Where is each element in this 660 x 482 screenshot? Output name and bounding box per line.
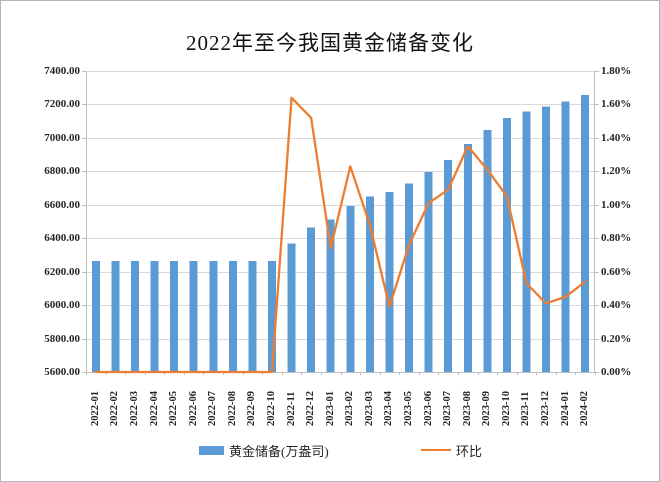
x-axis-tick-label: 2023-04 [383,391,395,426]
right-axis-tick-label: 1.20% [601,165,632,178]
gold-reserve-bar [307,227,316,372]
gold-reserve-bar [287,243,296,372]
gold-reserve-bar [150,260,159,372]
gold-reserve-bar [248,260,257,372]
gold-reserve-bar [502,117,511,372]
right-axis-tick-label: 0.20% [601,332,632,345]
x-axis-tick-label: 2022-01 [89,391,101,426]
plot-area [82,71,599,375]
gold-reserve-bar [542,106,551,372]
gold-reserve-bar [326,219,335,372]
gold-reserve-bar [170,260,179,372]
left-axis-tick-label: 6800.00 [44,165,80,178]
legend-item-mom-change: 环比 [421,442,483,459]
x-axis-tick-label: 2023-05 [403,391,415,426]
gold-reserve-bar [522,111,531,372]
x-axis-tick-label: 2022-03 [128,391,140,426]
x-axis-tick-label: 2023-03 [363,391,375,426]
gold-reserve-bar [228,260,237,372]
legend-item-gold-reserve: 黄金储备(万盎司) [199,442,329,459]
gold-reserve-bar [385,192,394,372]
x-axis-tick-label: 2022-11 [285,391,297,426]
gold-reserve-bar [189,260,198,372]
x-axis-tick-label: 2022-09 [246,391,258,426]
gold-reserve-bar [424,172,433,372]
gold-reserve-bar [209,260,218,372]
right-axis-tick-label: 0.60% [601,265,632,278]
left-axis-tick-label: 5600.00 [44,366,80,378]
x-axis-tick-label: 2023-12 [540,391,552,426]
gold-reserve-bar [581,94,590,372]
x-axis-tick-label: 2022-12 [305,391,317,426]
x-axis-tick-label: 2023-07 [442,391,454,426]
x-axis-tick-label: 2023-02 [344,391,356,426]
legend-line-swatch [421,448,451,452]
mom-change-line [94,96,587,374]
x-axis-tick-label: 2024-01 [559,391,571,426]
legend-bar-swatch [199,445,224,455]
left-axis-tick-label: 7000.00 [44,131,80,144]
x-axis-tick-label: 2022-10 [265,391,277,426]
x-axis-tick-label: 2023-10 [500,391,512,426]
gold-reserve-bar [111,260,120,372]
right-axis-tick-label: 1.00% [601,198,632,211]
legend-bar-label: 黄金储备(万盎司) [229,443,329,459]
gold-reserve-bar [346,206,355,372]
legend: 黄金储备(万盎司) 环比 [1,442,659,460]
gold-reserve-bar [365,196,374,372]
gold-reserve-bar [405,183,414,372]
gold-reserve-bar [91,260,100,372]
gold-reserve-bar [444,159,453,372]
x-axis-tick-label: 2023-01 [324,391,336,426]
x-axis-tick-label: 2022-06 [187,391,199,426]
gold-reserve-bar [267,260,276,372]
right-axis-tick-label: 1.40% [601,131,632,144]
chart-title: 2022年至今我国黄金储备变化 [186,31,474,55]
x-axis-tick-label: 2023-09 [481,391,493,426]
x-axis-tick-label: 2022-07 [207,391,219,426]
left-axis-tick-label: 6600.00 [44,198,80,211]
left-axis-tick-label: 6000.00 [44,299,80,312]
gold-reserve-bar [483,130,492,372]
legend-line-label: 环比 [456,443,483,459]
gold-reserve-bar [130,260,139,372]
right-axis-tick-label: 0.00% [601,366,632,378]
x-axis-tick-label: 2022-02 [109,391,121,426]
x-axis-tick-label: 2022-04 [148,391,160,426]
right-axis-tick-label: 0.80% [601,232,632,245]
x-axis-tick-label: 2023-11 [520,391,532,426]
left-axis-tick-label: 6400.00 [44,232,80,245]
left-axis-tick-label: 5800.00 [44,332,80,345]
gold-reserve-bar [561,101,570,372]
right-axis-tick-label: 0.40% [601,299,632,312]
left-axis-tick-label: 7400.00 [44,65,80,77]
left-axis-tick-label: 6200.00 [44,265,80,278]
left-axis-tick-label: 7200.00 [44,98,80,111]
gold-reserve-bar [463,144,472,372]
x-axis-tick-label: 2022-08 [226,391,238,426]
right-axis-tick-label: 1.60% [601,98,632,111]
x-axis-tick-label: 2022-05 [168,391,180,426]
x-axis-tick-label: 2023-08 [461,391,473,426]
right-axis-tick-label: 1.80% [601,65,632,77]
x-axis-tick-label: 2023-06 [422,391,434,426]
x-axis-tick-label: 2024-02 [579,391,591,426]
